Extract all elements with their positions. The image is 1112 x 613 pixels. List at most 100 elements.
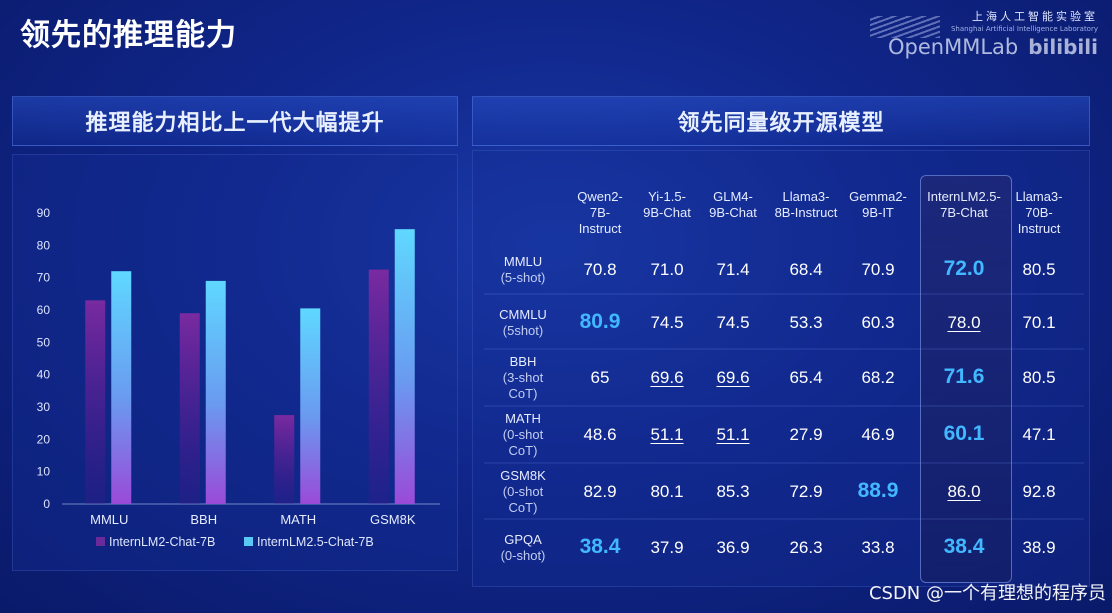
lab-logo-mark: [870, 16, 940, 38]
table-cell: 85.3: [716, 482, 750, 501]
column-header-line: 7B-: [589, 205, 611, 220]
table-cell: 74.5: [716, 313, 750, 332]
table-cell: 69.6: [650, 368, 684, 387]
benchmark-name: CMMLU: [499, 307, 547, 322]
column-header-line: InternLM2.5-: [927, 189, 1001, 204]
benchmark-setting: (5shot): [502, 323, 544, 338]
table-cell: 46.9: [861, 425, 895, 444]
benchmark-setting: (5-shot): [500, 270, 546, 285]
table-cell: 48.6: [583, 425, 617, 444]
row-divider: [484, 405, 1084, 407]
brand-logo: 上海人工智能实验室 Shanghai Artificial Intelligen…: [870, 8, 1098, 59]
table-cell: 33.8: [861, 538, 895, 557]
table-cell: 80.1: [650, 482, 684, 501]
column-header-line: 9B-Chat: [709, 205, 757, 220]
row-divider: [484, 348, 1084, 350]
table-cell: 80.5: [1022, 368, 1056, 387]
internlm-highlight-column: [920, 175, 1012, 583]
column-header-line: 8B-Instruct: [774, 205, 838, 220]
column-header: Yi-1.5- 9B-Chat: [619, 189, 715, 221]
column-header-line: Gemma2-: [849, 189, 907, 204]
benchmark-setting: CoT): [508, 443, 538, 458]
table-cell: 36.9: [716, 538, 750, 557]
table-cell: 72.0: [943, 257, 985, 280]
table-cell: 69.6: [716, 368, 750, 387]
chart-panel: [12, 154, 458, 571]
bilibili-logo: bilibili: [1028, 35, 1098, 59]
table-cell: 70.8: [583, 260, 617, 279]
table-cell: 72.9: [789, 482, 823, 501]
table-cell: 38.4: [943, 535, 985, 558]
column-header-line: Llama3-: [1015, 189, 1063, 204]
table-cell: 47.1: [1022, 425, 1056, 444]
row-divider: [484, 462, 1084, 464]
table-cell: 26.3: [789, 538, 823, 557]
benchmark-name: BBH: [509, 354, 537, 369]
benchmark-setting: (0-shot): [500, 548, 546, 563]
row-header: CMMLU (5shot): [483, 307, 563, 339]
column-header-line: Instruct: [578, 221, 622, 236]
openmmlab-logo: OpenMMLab: [888, 35, 1019, 59]
benchmark-name: MATH: [505, 411, 541, 426]
table-cell: 38.4: [579, 535, 621, 558]
benchmark-name: MMLU: [503, 254, 543, 269]
table-cell: 71.6: [943, 365, 985, 388]
column-header: Qwen2- 7B- Instruct: [552, 189, 648, 237]
benchmark-name: GPQA: [504, 532, 542, 547]
slide-title: 领先的推理能力: [20, 18, 237, 53]
row-header: GSM8K (0-shot CoT): [483, 468, 563, 516]
table-cell: 51.1: [650, 425, 684, 444]
column-header-line: GLM4-: [713, 189, 753, 204]
benchmark-setting: (3-shot: [502, 370, 544, 385]
table-cell: 60.3: [861, 313, 895, 332]
table-cell: 80.9: [579, 310, 621, 333]
column-header: InternLM2.5- 7B-Chat: [916, 189, 1012, 221]
row-header: BBH (3-shot CoT): [483, 354, 563, 402]
table-cell: 68.4: [789, 260, 823, 279]
benchmark-setting: CoT): [508, 500, 538, 515]
table-cell: 37.9: [650, 538, 684, 557]
table-cell: 70.9: [861, 260, 895, 279]
table-cell: 38.9: [1022, 538, 1056, 557]
table-cell: 65: [590, 368, 610, 387]
column-header: Gemma2- 9B-IT: [830, 189, 926, 221]
column-header: Llama3- 70B- Instruct: [991, 189, 1087, 237]
table-cell: 27.9: [789, 425, 823, 444]
table-cell: 88.9: [857, 479, 899, 502]
watermark: CSDN @一个有理想的程序员: [868, 583, 1106, 604]
table-cell: 74.5: [650, 313, 684, 332]
lab-name: 上海人工智能实验室: [972, 10, 1098, 23]
brand-row: OpenMMLab bilibili: [888, 35, 1098, 59]
row-divider: [484, 518, 1084, 520]
row-header: MATH (0-shot CoT): [483, 411, 563, 459]
left-panel-header: 推理能力相比上一代大幅提升: [12, 96, 458, 146]
column-header: GLM4- 9B-Chat: [685, 189, 781, 221]
lab-english-name: Shanghai Artificial Intelligence Laborat…: [950, 25, 1098, 33]
table-cell: 53.3: [789, 313, 823, 332]
table-cell: 60.1: [943, 422, 985, 445]
table-cell: 86.0: [947, 482, 981, 501]
table-cell: 92.8: [1022, 482, 1056, 501]
row-divider: [484, 293, 1084, 295]
table-cell: 71.0: [650, 260, 684, 279]
column-header-line: 9B-Chat: [643, 205, 691, 220]
column-header-line: Yi-1.5-: [648, 189, 686, 204]
benchmark-name: GSM8K: [500, 468, 546, 483]
column-header-line: Instruct: [1017, 221, 1061, 236]
right-panel-header: 领先同量级开源模型: [472, 96, 1090, 146]
column-header-line: Qwen2-: [577, 189, 623, 204]
table-cell: 71.4: [716, 260, 750, 279]
table-cell: 68.2: [861, 368, 895, 387]
benchmark-setting: (0-shot: [502, 484, 544, 499]
table-cell: 65.4: [789, 368, 823, 387]
row-header: MMLU (5-shot): [483, 254, 563, 286]
column-header-line: 7B-Chat: [940, 205, 988, 220]
table-cell: 51.1: [716, 425, 750, 444]
row-header: GPQA (0-shot): [483, 532, 563, 564]
column-header: Llama3- 8B-Instruct: [758, 189, 854, 221]
table-cell: 80.5: [1022, 260, 1056, 279]
benchmark-setting: CoT): [508, 386, 538, 401]
table-cell: 70.1: [1022, 313, 1056, 332]
column-header-line: 9B-IT: [862, 205, 894, 220]
column-header-line: Llama3-: [782, 189, 830, 204]
